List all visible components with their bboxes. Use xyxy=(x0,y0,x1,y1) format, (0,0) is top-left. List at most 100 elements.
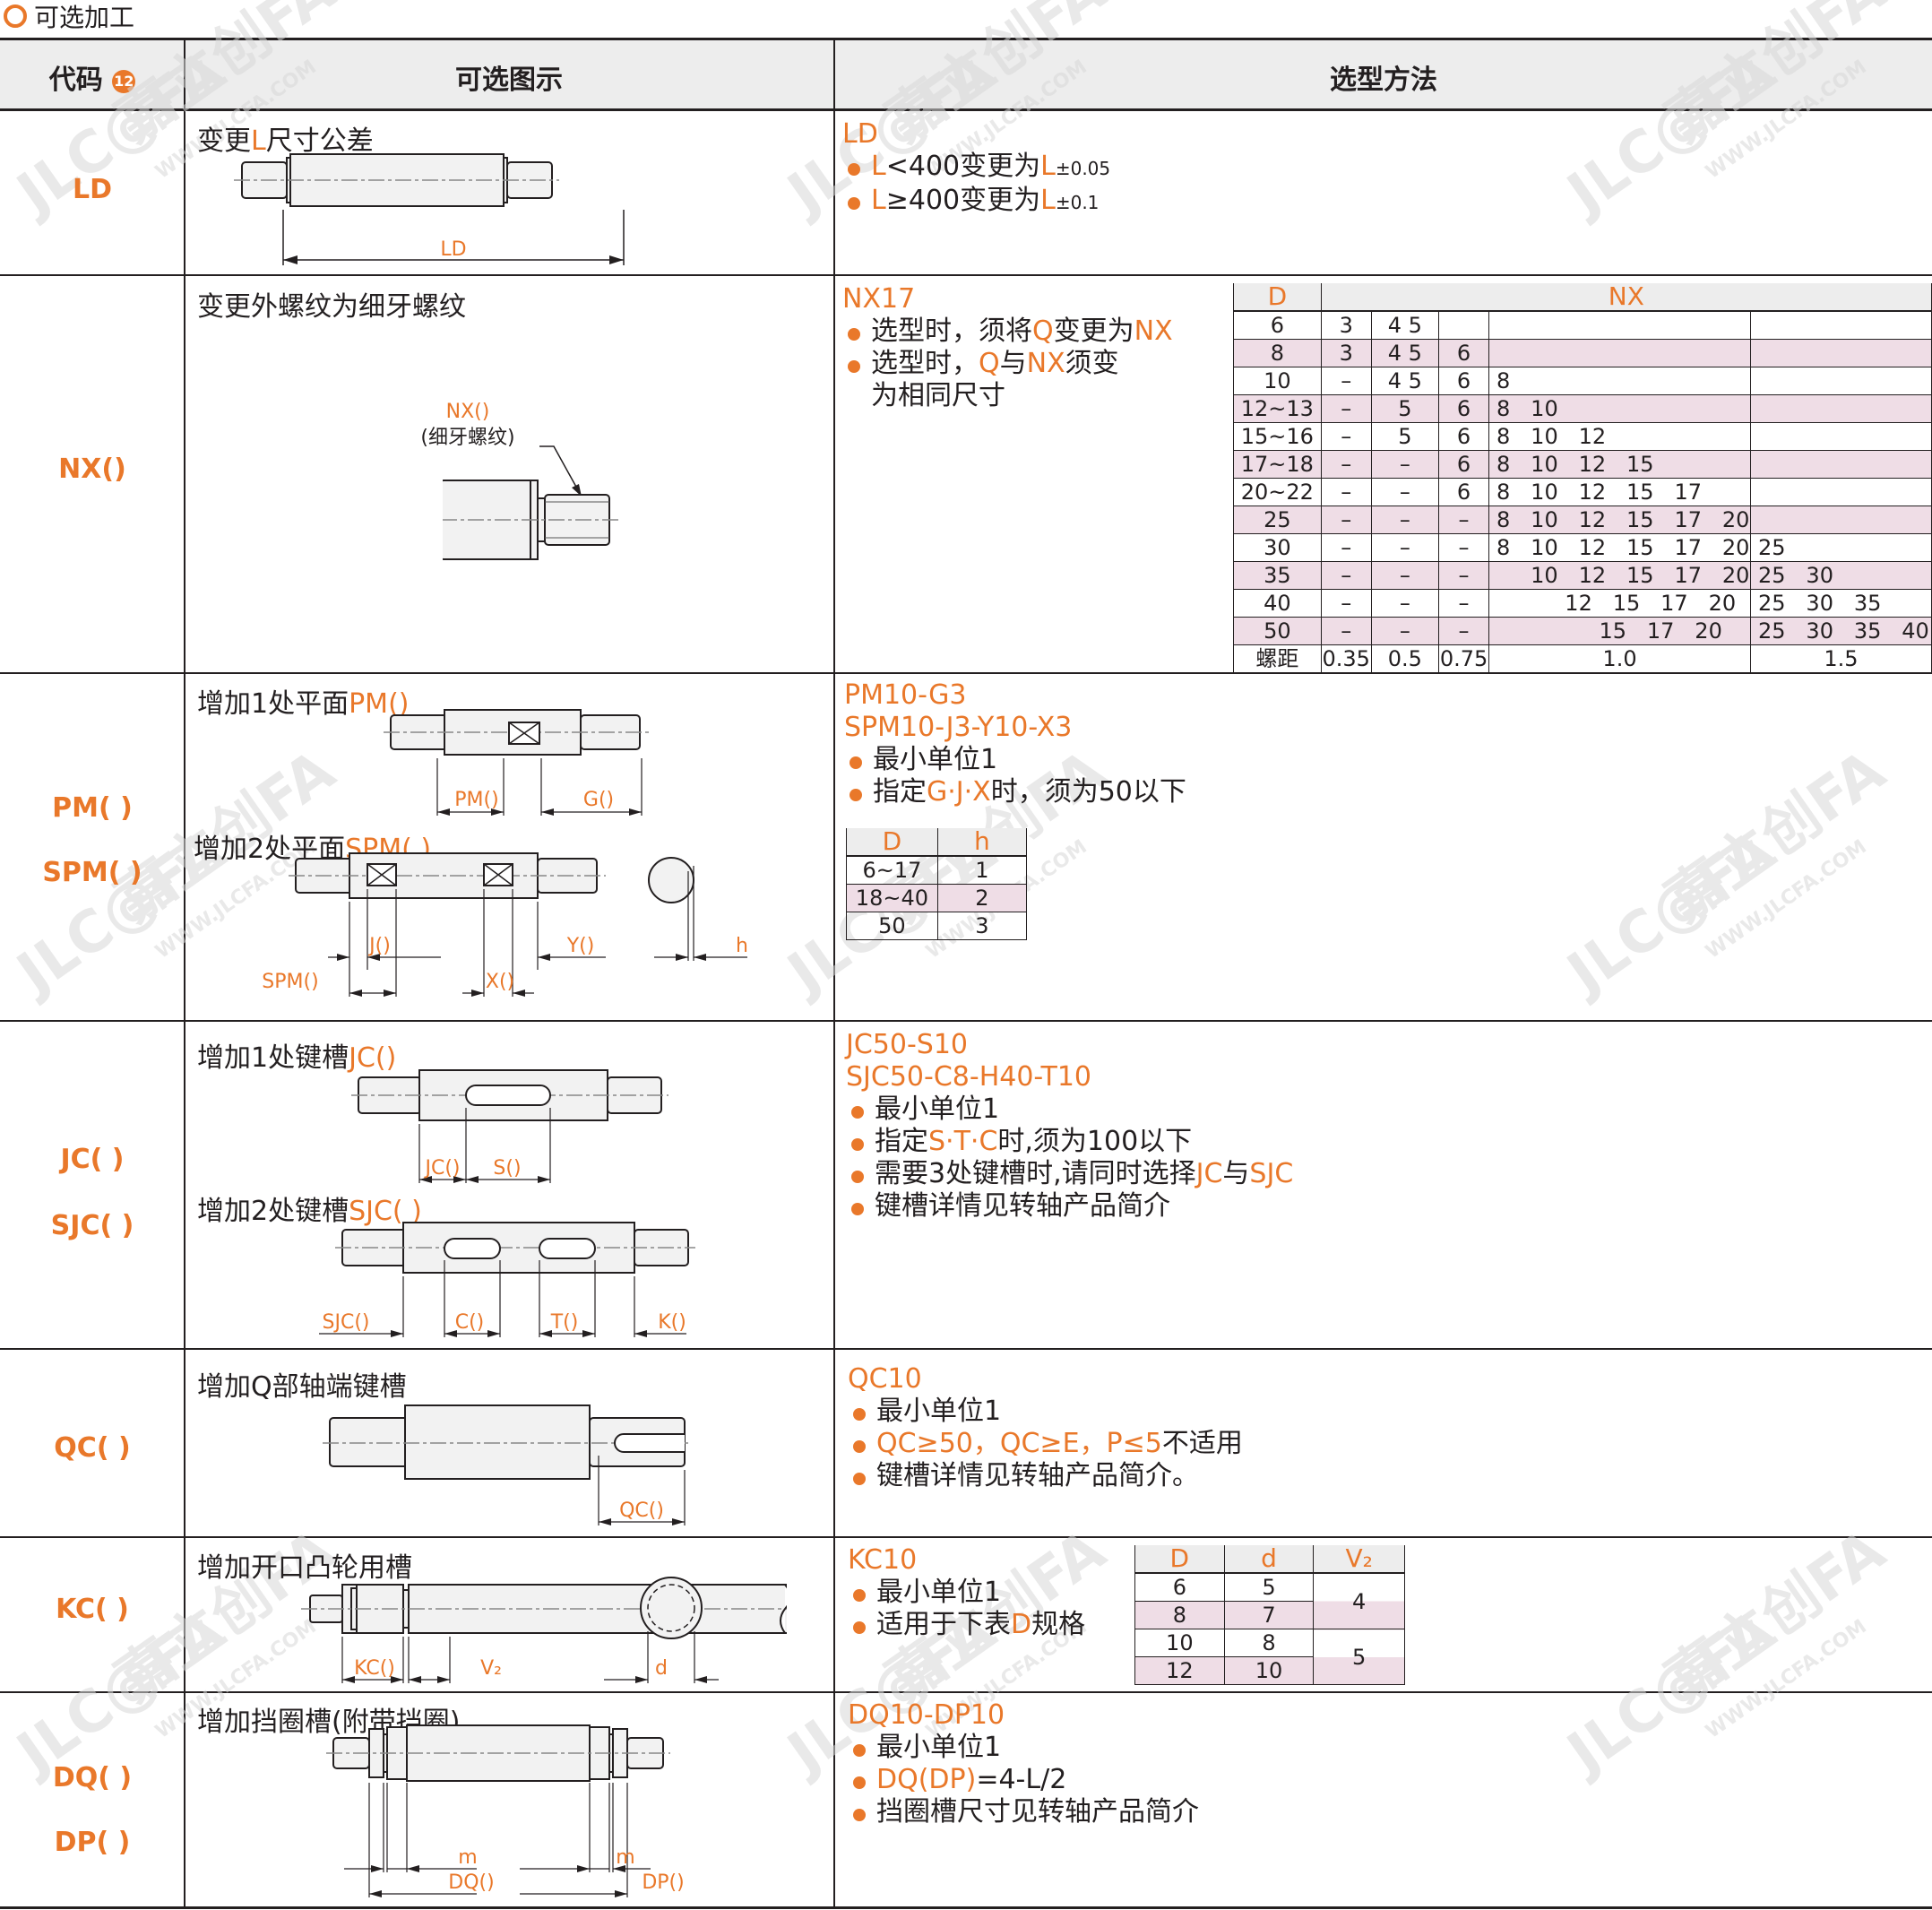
ld-method: LD L<400变更为L±0.05 L≥400变更为L±0.1 xyxy=(842,118,1110,219)
pm-dim-g: G() xyxy=(583,789,614,811)
table-cell: 8 10 xyxy=(1488,394,1751,423)
code-spm: SPM( ) xyxy=(42,857,142,888)
qc-bullet-3: 键槽详情见转轴产品简介。 xyxy=(848,1460,1243,1492)
ld-diagram: LD xyxy=(234,153,625,265)
nx-th-nx: NX xyxy=(1320,283,1932,312)
ld-bullet-part: ±0.05 xyxy=(1055,158,1111,179)
pm-title-part: 增加1处平面 xyxy=(197,688,349,720)
ld-bullet-part: ≥400变更为 xyxy=(885,185,1041,216)
table-cell: – xyxy=(1320,617,1372,645)
table-cell: 2 xyxy=(936,884,1028,912)
table-cell: 3 xyxy=(936,912,1028,940)
code-pm: PM( ) xyxy=(52,792,133,824)
table-cell: 0.75 xyxy=(1438,644,1490,674)
sjc-diagram-title: 增加2处键槽SJC( ) xyxy=(197,1188,422,1228)
table-cell: 12~13 xyxy=(1233,394,1322,423)
kc-th-dd: d xyxy=(1223,1545,1315,1574)
dq-bullet-1: 最小单位1 xyxy=(848,1732,1199,1764)
jc-dim-k: K() xyxy=(658,1311,686,1334)
dq-bullet-part: =4-L/2 xyxy=(976,1764,1067,1795)
code-kc: KC( ) xyxy=(56,1594,129,1625)
kc-bullet-part: D xyxy=(1011,1609,1032,1640)
table-cell: – xyxy=(1370,617,1440,645)
table-cell: – xyxy=(1320,367,1372,395)
table-cell xyxy=(1750,450,1932,479)
jc-dim-t: T() xyxy=(550,1311,579,1334)
table-cell: – xyxy=(1320,589,1372,618)
nx-bullet-part: 选型时，须将 xyxy=(871,315,1032,347)
pm-diagram: PM() G() h J() Y() SPM() X() xyxy=(262,709,748,997)
kc-bullet-1: 最小单位1 xyxy=(848,1577,1085,1609)
table-cell: 40 xyxy=(1233,589,1322,618)
dq-bullet-part: DQ(DP) xyxy=(876,1764,977,1795)
pm-bullet-1: 最小单位1 xyxy=(844,744,1186,776)
table-cell: 10 xyxy=(1233,367,1322,395)
rule xyxy=(0,38,1932,40)
pm-th-h: h xyxy=(936,828,1028,857)
dq-dim-dq: DQ() xyxy=(448,1871,494,1894)
table-cell: 25 30 35 xyxy=(1750,589,1932,618)
table-cell: 7 xyxy=(1223,1601,1315,1629)
table-cell: – xyxy=(1370,589,1440,618)
table-cell: – xyxy=(1370,533,1440,562)
table-row: 25– – –8 10 12 15 17 20 xyxy=(1233,506,1932,534)
table-cell: 5 xyxy=(1223,1573,1315,1602)
nx-diagram-title: 变更外螺纹为细牙螺纹 xyxy=(197,291,466,323)
code-sjc: SJC( ) xyxy=(50,1210,134,1241)
table-cell: 15~16 xyxy=(1233,422,1322,451)
table-cell: – xyxy=(1320,422,1372,451)
table-cell: 4 5 xyxy=(1370,339,1440,367)
qc-bullet-1: 最小单位1 xyxy=(848,1396,1243,1428)
jc-example-2: SJC50-C8-H40-T10 xyxy=(846,1061,1091,1093)
rule xyxy=(0,108,1932,111)
table-row: 17~18– –6 8 10 12 15 xyxy=(1233,450,1932,479)
qc-bullet-part: QC≥50，QC≥E，P≤5 xyxy=(876,1428,1162,1459)
nx-bullet-part: 与 xyxy=(999,348,1027,379)
jc-bullet-part: SJC xyxy=(1249,1158,1294,1189)
kc-th-d: D xyxy=(1134,1545,1225,1574)
nx-callout: NX() xyxy=(446,401,490,423)
table-cell: – xyxy=(1320,533,1372,562)
nx-bullet-part: NX xyxy=(1134,315,1173,347)
table-cell: 8 10 12 15 xyxy=(1488,450,1751,479)
table-cell: 6 xyxy=(1438,450,1490,479)
kc-bullet-part: 规格 xyxy=(1031,1609,1086,1640)
table-cell: – xyxy=(1370,478,1440,506)
table-cell: – xyxy=(1438,589,1490,618)
jc-bullet-part: 需要3处键槽时,请同时选择 xyxy=(875,1158,1196,1189)
code-ld: LD xyxy=(72,174,113,205)
nx-bullet-cont: 为相同尺寸 xyxy=(871,380,1005,411)
header-diagram: 可选图示 xyxy=(455,65,563,96)
table-cell: 30 xyxy=(1233,533,1322,562)
rule xyxy=(0,1691,1932,1693)
dq-dim-dp: DP() xyxy=(642,1871,684,1894)
qc-method: QC10 最小单位1 QC≥50，QC≥E，P≤5不适用 键槽详情见转轴产品简介… xyxy=(848,1363,1243,1492)
table-cell: 8 10 12 15 17 xyxy=(1488,478,1751,506)
table-cell: 25 xyxy=(1233,506,1322,534)
table-cell: 18~40 xyxy=(846,884,938,912)
table-cell: – xyxy=(1438,506,1490,534)
table-cell xyxy=(1750,339,1932,367)
pm-example-2: SPM10-J3-Y10-X3 xyxy=(844,712,1073,743)
table-cell: 8 xyxy=(1488,367,1751,395)
header-method: 选型方法 xyxy=(1330,65,1437,96)
code-qc: QC( ) xyxy=(54,1432,131,1464)
table-cell: 5 xyxy=(1313,1629,1405,1685)
jc-example-1: JC50-S10 xyxy=(846,1029,969,1060)
table-row: 15~16–5 6 8 10 12 xyxy=(1233,422,1932,451)
table-cell: – xyxy=(1438,617,1490,645)
dq-diagram: m m DQ() DP() xyxy=(326,1724,685,1897)
pm-th-d: D xyxy=(846,828,938,857)
table-cell: 6 xyxy=(1438,394,1490,423)
kc-dim-kc: KC() xyxy=(354,1657,395,1680)
nx-bullet-2: 选型时，Q与NX须变 xyxy=(842,348,1173,380)
table-cell: 8 xyxy=(1233,339,1322,367)
nx-bullet-part: Q xyxy=(1032,315,1054,347)
table-cell: 8 xyxy=(1134,1601,1225,1629)
nx-bullet-part: NX xyxy=(1026,348,1065,379)
table-row: 50 3 xyxy=(846,912,1028,940)
qc-example: QC10 xyxy=(848,1363,922,1395)
code-dq: DQ( ) xyxy=(52,1762,133,1793)
